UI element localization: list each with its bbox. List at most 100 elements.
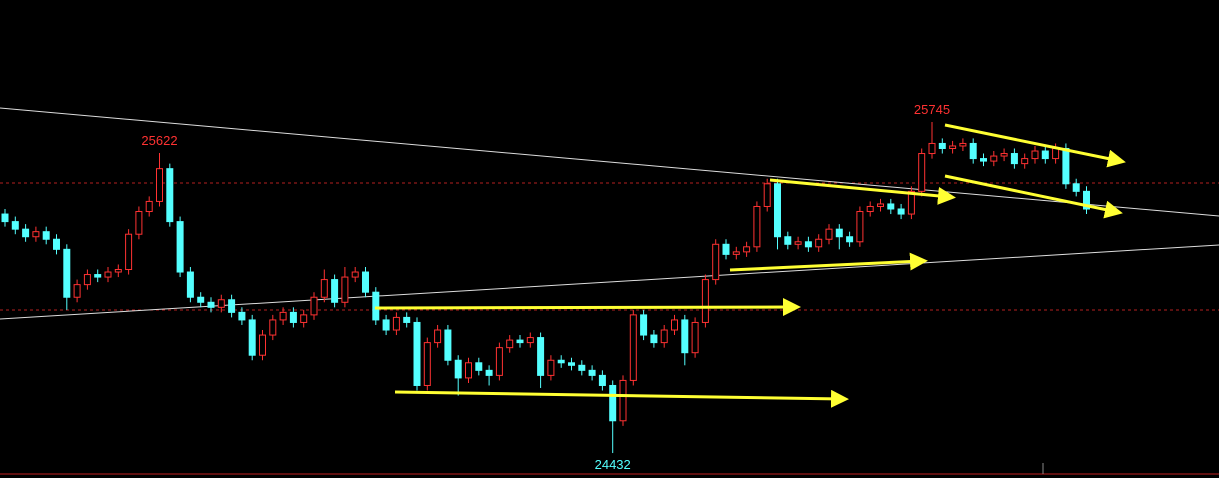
candle-body (938, 142, 946, 149)
candle-body (485, 369, 493, 376)
candle-body (619, 379, 627, 422)
candle-body (63, 248, 71, 298)
candle-body (1072, 183, 1080, 192)
candle-body (897, 208, 905, 215)
candle-body (557, 359, 565, 364)
candle-body (238, 311, 246, 321)
candle-body (228, 299, 236, 313)
candle-body (691, 321, 699, 354)
arrow (944, 174, 1123, 219)
candle-body (114, 269, 122, 273)
candle-body (743, 246, 751, 253)
arrows (374, 123, 1126, 408)
candle-body (650, 334, 658, 344)
candle-body (94, 274, 102, 278)
layout-lines (0, 107, 1219, 475)
candle-body (753, 205, 761, 248)
candle-body (732, 251, 740, 255)
candle-body (207, 301, 215, 308)
candle-body (11, 221, 19, 230)
arrow (769, 178, 956, 205)
candle-body (856, 211, 864, 243)
candle-body (331, 279, 339, 303)
candle-body (1031, 150, 1039, 160)
candle-body (825, 228, 833, 240)
candle-body (1052, 147, 1060, 160)
candle-body (784, 236, 792, 245)
candle-body (135, 211, 143, 235)
candle-body (382, 319, 390, 331)
arrow (729, 252, 928, 272)
candle-body (444, 329, 452, 361)
candle-body (804, 241, 812, 248)
extreme-label: 25622 (141, 133, 177, 148)
candle-body (197, 296, 205, 303)
candle-body (835, 228, 843, 238)
candle-body (887, 203, 895, 210)
candle-body (320, 279, 328, 298)
candle-body (392, 316, 400, 331)
candle-body (186, 271, 194, 298)
candle-body (1021, 158, 1029, 165)
arrow (374, 298, 801, 317)
candle-body (815, 238, 823, 248)
candle-body (53, 238, 60, 250)
candle-body (568, 362, 575, 366)
candle-body (629, 314, 637, 381)
candle-body (259, 334, 266, 356)
candle-body (712, 243, 720, 281)
candle-body (866, 205, 874, 213)
candle-body (434, 329, 442, 344)
candle-body (516, 339, 524, 344)
candle-body (980, 158, 987, 162)
candle-body (475, 362, 483, 371)
candle-body (217, 299, 225, 308)
candle-body (671, 319, 678, 331)
candle-body (578, 364, 586, 371)
candle-body (372, 291, 380, 321)
candles (1, 122, 1090, 454)
candle-body (279, 311, 287, 321)
candle-body (362, 271, 369, 293)
extreme-label: 25745 (914, 102, 950, 117)
candle-body (907, 190, 915, 215)
candle-body (990, 155, 998, 162)
candle-body (681, 319, 689, 354)
candle-body (969, 142, 977, 160)
candle-body (1010, 153, 1018, 165)
candle-body (1062, 147, 1070, 185)
arrow (394, 389, 849, 408)
candle-body (341, 276, 349, 303)
candle-body (774, 183, 781, 238)
candle-body (351, 271, 359, 278)
candle-body (928, 142, 936, 155)
candle-body (166, 168, 174, 223)
candle-body (104, 271, 112, 278)
arrow (944, 123, 1126, 168)
candle-body (949, 145, 957, 149)
candle-body (1000, 153, 1008, 157)
candle-body (1, 213, 9, 223)
candle-body (156, 168, 163, 202)
candle-body (794, 241, 802, 245)
candle-body (413, 321, 421, 386)
candle-body (722, 243, 730, 255)
candle-body (248, 319, 256, 356)
candle-body (609, 384, 617, 422)
candle-body (526, 337, 534, 344)
trend-line (0, 244, 1219, 320)
candle-body (22, 228, 30, 238)
candle-body (598, 374, 606, 386)
candle-body (32, 231, 40, 238)
candle-body (300, 314, 308, 323)
candle-body (660, 329, 668, 344)
candle-body (959, 142, 967, 147)
candle-body (42, 231, 50, 240)
candle-body (465, 362, 472, 379)
trend-line (0, 107, 1219, 217)
candle-body (547, 359, 555, 376)
candle-body (640, 314, 648, 336)
candle-body (289, 311, 297, 323)
candle-body (763, 183, 771, 207)
candle-body (537, 337, 545, 376)
